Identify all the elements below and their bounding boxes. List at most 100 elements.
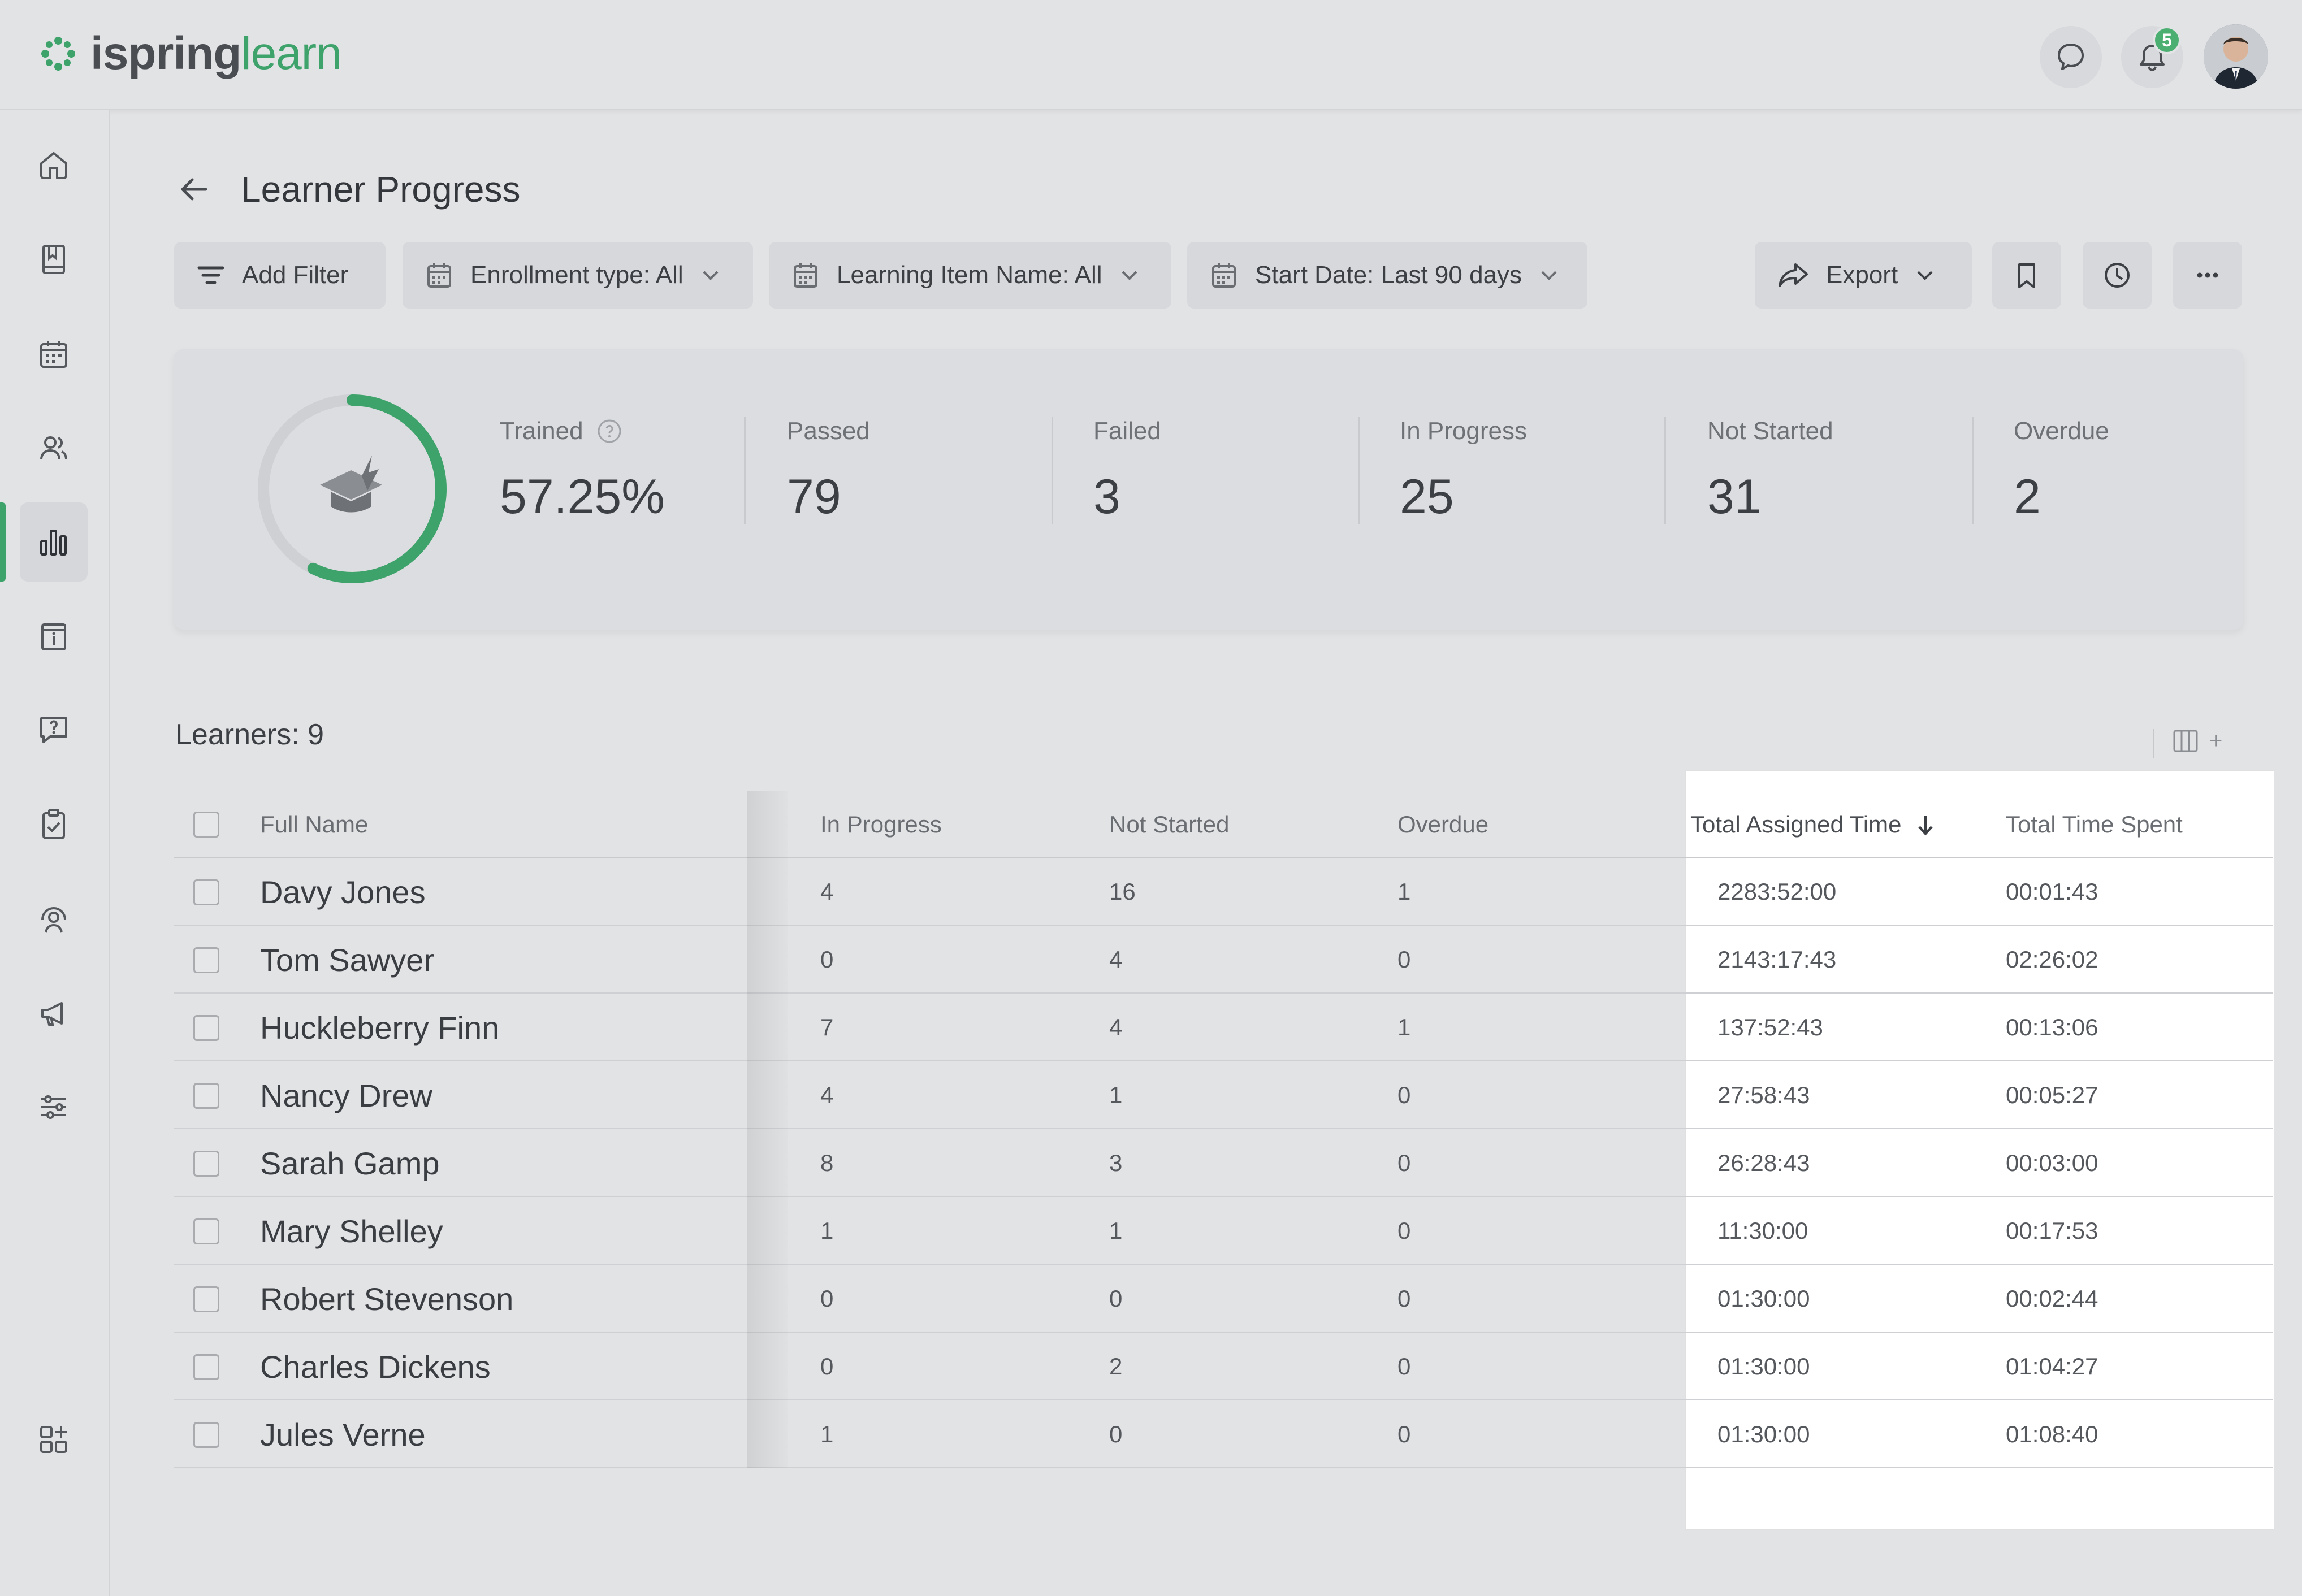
chat-button[interactable]: [2040, 26, 2102, 88]
clock-icon: [2105, 263, 2130, 288]
info-icon: [41, 623, 66, 650]
cell-total-time-spent: 00:01:43: [2006, 878, 2098, 905]
cell-total-time-spent: 01:04:27: [2006, 1353, 2098, 1380]
row-checkbox[interactable]: [193, 1218, 219, 1244]
sidebar-item-support[interactable]: [20, 879, 88, 958]
cell-in-progress: 8: [820, 1150, 834, 1176]
bookmark-button[interactable]: [1992, 242, 2061, 309]
sidebar-item-help[interactable]: [20, 690, 88, 769]
logo-wordmark: ispringlearn: [90, 27, 342, 80]
cell-not-started: 4: [1109, 1014, 1123, 1040]
table-row[interactable]: Mary Shelley 1 1 0 11:30:00 00:17:53: [174, 1197, 2273, 1265]
stat-divider: [1972, 417, 1974, 524]
sidebar-item-reports[interactable]: [20, 502, 88, 582]
cell-not-started: 16: [1109, 878, 1136, 905]
start-date-filter[interactable]: Start Date: Last 90 days: [1187, 242, 1587, 309]
sidebar-item-users[interactable]: [20, 409, 88, 488]
select-all-checkbox[interactable]: [193, 812, 219, 838]
more-options-button[interactable]: [2173, 242, 2242, 309]
learning-item-name-filter[interactable]: Learning Item Name: All: [769, 242, 1171, 309]
table-row[interactable]: Huckleberry Finn 7 4 1 137:52:43 00:13:06: [174, 994, 2273, 1061]
column-header-overdue[interactable]: Overdue: [1397, 811, 1489, 838]
row-checkbox[interactable]: [193, 1083, 219, 1109]
row-checkbox[interactable]: [193, 879, 219, 905]
row-checkbox[interactable]: [193, 1354, 219, 1380]
calendar-icon: [1212, 263, 1236, 288]
ispring-learn-logo[interactable]: ispringlearn: [38, 23, 342, 85]
stat-divider: [1358, 417, 1360, 524]
sidebar-item-calendar[interactable]: [20, 315, 88, 394]
cell-total-assigned-time: 26:28:43: [1717, 1150, 1810, 1176]
active-nav-indicator: [0, 502, 6, 582]
trained-progress-arc: [258, 394, 447, 583]
user-avatar[interactable]: [2204, 24, 2268, 89]
sidebar-item-courses[interactable]: [20, 220, 88, 299]
sidebar-item-add-widget[interactable]: [20, 1400, 88, 1479]
total-assigned-time-label: Total Assigned Time: [1690, 811, 1902, 838]
cell-total-assigned-time: 27:58:43: [1717, 1082, 1810, 1108]
cell-total-time-spent: 01:08:40: [2006, 1421, 2098, 1447]
sidebar-item-announcements[interactable]: [20, 974, 88, 1053]
row-checkbox[interactable]: [193, 1151, 219, 1177]
bookmark-icon: [2018, 263, 2035, 288]
learner-name[interactable]: Jules Verne: [260, 1416, 426, 1452]
export-button[interactable]: Export: [1755, 242, 1972, 309]
table-row[interactable]: Jules Verne 1 0 0 01:30:00 01:08:40: [174, 1400, 2273, 1468]
column-header-in-progress[interactable]: In Progress: [820, 811, 942, 838]
learner-name[interactable]: Sarah Gamp: [260, 1145, 440, 1181]
reports-icon: [40, 530, 67, 556]
cell-overdue: 1: [1397, 1014, 1411, 1040]
sidebar-item-settings[interactable]: [20, 1068, 88, 1147]
history-button[interactable]: [2083, 242, 2152, 309]
learner-name[interactable]: Huckleberry Finn: [260, 1009, 500, 1046]
cell-total-time-spent: 00:05:27: [2006, 1082, 2098, 1108]
sort-descending-arrow-icon: [1918, 816, 1933, 836]
table-row[interactable]: Tom Sawyer 0 4 0 2143:17:43 02:26:02: [174, 926, 2273, 994]
stat-overdue-value: 2: [2014, 470, 2041, 524]
more-horizontal-icon: [2197, 272, 2218, 278]
cell-overdue: 0: [1397, 946, 1411, 973]
calendar-icon: [794, 263, 817, 288]
table-row[interactable]: Charles Dickens 0 2 0 01:30:00 01:04:27: [174, 1333, 2273, 1400]
cell-not-started: 1: [1109, 1082, 1123, 1108]
back-arrow-icon[interactable]: [175, 171, 213, 208]
learner-name[interactable]: Davy Jones: [260, 874, 426, 910]
column-header-total-time-spent[interactable]: Total Time Spent: [2006, 811, 2183, 838]
clipboard-check-icon: [42, 809, 65, 839]
learner-name[interactable]: Mary Shelley: [260, 1213, 443, 1249]
learner-name[interactable]: Robert Stevenson: [260, 1281, 514, 1317]
column-header-not-started[interactable]: Not Started: [1109, 811, 1230, 838]
learner-name[interactable]: Charles Dickens: [260, 1348, 491, 1385]
add-filter-label: Add Filter: [242, 261, 349, 289]
sidebar-item-assignments[interactable]: [20, 785, 88, 864]
row-checkbox[interactable]: [193, 1422, 219, 1448]
column-header-full-name[interactable]: Full Name: [260, 811, 369, 838]
table-row[interactable]: Nancy Drew 4 1 0 27:58:43 00:05:27: [174, 1061, 2273, 1129]
table-row[interactable]: Sarah Gamp 8 3 0 26:28:43 00:03:00: [174, 1129, 2273, 1197]
row-checkbox[interactable]: [193, 947, 219, 973]
sidebar-item-info[interactable]: [20, 596, 88, 675]
learner-name[interactable]: Nancy Drew: [260, 1077, 432, 1113]
table-row[interactable]: Davy Jones 4 16 1 2283:52:00 00:01:43: [174, 858, 2273, 926]
notifications-button[interactable]: 5: [2121, 26, 2183, 88]
cell-total-assigned-time: 11:30:00: [1717, 1217, 1808, 1244]
table-row[interactable]: Robert Stevenson 0 0 0 01:30:00 00:02:44: [174, 1265, 2273, 1333]
graduation-cap-icon: [320, 456, 382, 513]
cell-overdue: 1: [1397, 878, 1411, 905]
stat-passed-label: Passed: [787, 417, 870, 445]
cell-overdue: 0: [1397, 1082, 1411, 1108]
stat-trained-label-row: Trained: [500, 417, 665, 445]
row-checkbox[interactable]: [193, 1015, 219, 1041]
cell-total-assigned-time: 01:30:00: [1717, 1353, 1810, 1380]
stat-passed-value: 79: [787, 470, 841, 524]
add-filter-button[interactable]: Add Filter: [174, 242, 386, 309]
learner-name[interactable]: Tom Sawyer: [260, 942, 435, 978]
enrollment-type-filter[interactable]: Enrollment type: All: [403, 242, 753, 309]
chevron-down-icon: [1541, 271, 1557, 280]
row-checkbox[interactable]: [193, 1286, 219, 1312]
column-header-total-assigned-time[interactable]: Total Assigned Time: [1690, 791, 1937, 858]
sidebar-item-home[interactable]: [20, 125, 88, 204]
column-settings-button[interactable]: +: [2172, 721, 2240, 761]
cell-overdue: 0: [1397, 1421, 1411, 1447]
help-circle-icon[interactable]: [596, 418, 623, 445]
